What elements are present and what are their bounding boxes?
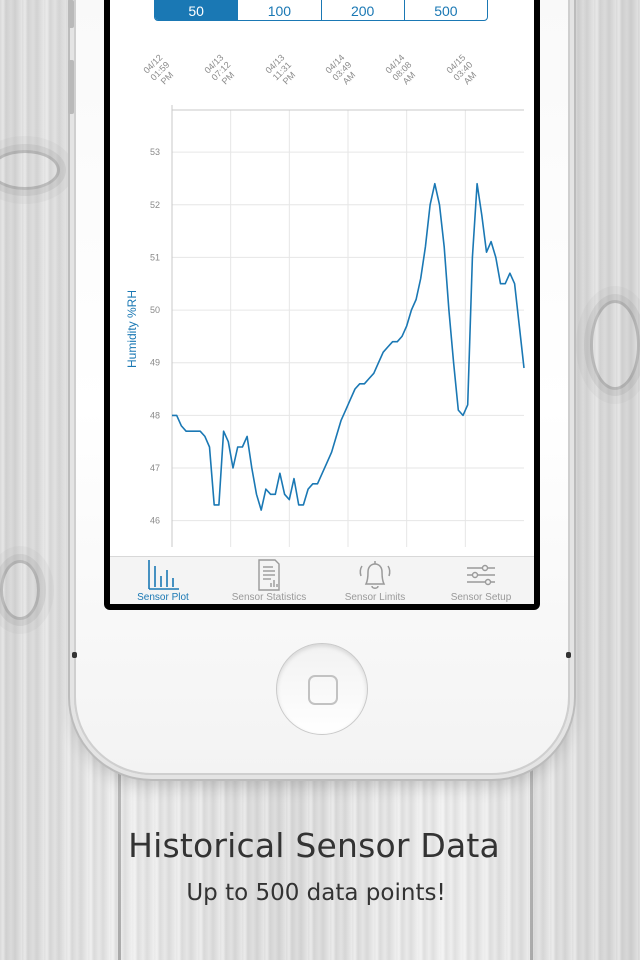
tab-sensor-limits[interactable]: Sensor Limits bbox=[322, 557, 428, 604]
sample-size-segmented-control: 50 100 200 500 bbox=[154, 0, 488, 21]
y-axis-label: Humidity %RH bbox=[125, 290, 139, 369]
humidity-series-line bbox=[172, 182, 525, 511]
phone-edge-mark bbox=[566, 652, 571, 658]
segment-50[interactable]: 50 bbox=[155, 0, 239, 20]
caption-title: Historical Sensor Data bbox=[128, 826, 500, 865]
wood-knot bbox=[0, 150, 60, 190]
x-date-label: 04/15 03:40 AM bbox=[444, 52, 479, 87]
segment-100[interactable]: 100 bbox=[238, 0, 322, 20]
y-tick-label: 53 bbox=[150, 147, 160, 157]
humidity-line-chart: 46 47 48 49 50 51 52 53 bbox=[150, 105, 525, 547]
tab-label: Sensor Setup bbox=[450, 592, 512, 603]
x-date-label: 04/12 01:59 PM bbox=[141, 52, 176, 87]
tab-sensor-setup[interactable]: Sensor Setup bbox=[428, 557, 534, 604]
y-tick-label: 52 bbox=[150, 200, 160, 210]
tab-label: Sensor Plot bbox=[137, 592, 189, 603]
wood-knot bbox=[0, 560, 40, 620]
phone-edge-mark bbox=[72, 652, 77, 658]
y-tick-label: 46 bbox=[150, 516, 160, 526]
x-date-label: 04/13 11:31 PM bbox=[263, 52, 298, 87]
volume-button bbox=[68, 0, 74, 28]
tab-sensor-plot[interactable]: Sensor Plot bbox=[110, 557, 216, 604]
tab-bar: Sensor Plot Sensor Statistics bbox=[110, 556, 534, 604]
y-tick-label: 48 bbox=[150, 410, 160, 420]
home-square-icon bbox=[308, 675, 338, 705]
tab-sensor-statistics[interactable]: Sensor Statistics bbox=[216, 557, 322, 604]
x-date-label: 04/14 08:08 AM bbox=[383, 52, 418, 87]
bell-icon bbox=[359, 561, 391, 589]
segment-500[interactable]: 500 bbox=[434, 2, 458, 19]
tab-label: Sensor Limits bbox=[344, 592, 406, 603]
y-tick-label: 47 bbox=[150, 463, 160, 473]
segment-200[interactable]: 200 bbox=[322, 0, 405, 20]
bar-chart-icon bbox=[148, 560, 179, 590]
caption-subtitle: Up to 500 data points! bbox=[186, 880, 446, 906]
horizontal-grid bbox=[172, 151, 524, 522]
document-icon bbox=[258, 559, 280, 591]
wood-knot bbox=[590, 300, 640, 390]
tab-label: Sensor Statistics bbox=[231, 592, 307, 603]
volume-button bbox=[68, 60, 74, 114]
x-date-label: 04/13 07:12 PM bbox=[202, 52, 237, 87]
app-display: 50 100 200 500 04/12 01:59 PM 04/13 07:12 PM… bbox=[110, 0, 534, 604]
y-tick-label: 51 bbox=[150, 252, 160, 262]
home-button[interactable] bbox=[276, 643, 368, 735]
y-tick-labels: 46 47 48 49 50 51 52 53 bbox=[150, 147, 160, 526]
y-tick-label: 49 bbox=[150, 358, 160, 368]
sliders-icon bbox=[467, 564, 495, 586]
y-tick-label: 50 bbox=[150, 305, 160, 315]
x-date-label: 04/14 03:49 AM bbox=[323, 52, 358, 87]
